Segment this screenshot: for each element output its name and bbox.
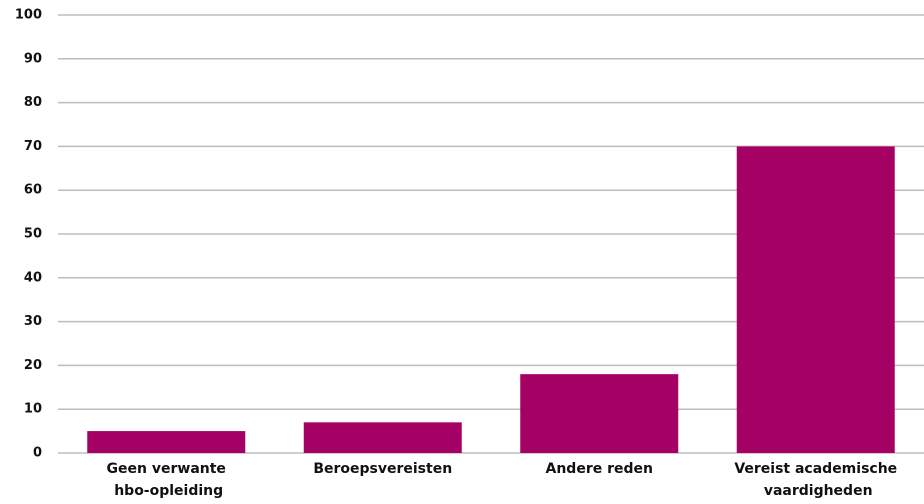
y-tick-label: 40 (24, 270, 42, 285)
y-tick-label: 80 (24, 95, 42, 110)
y-tick-label: 100 (15, 8, 42, 23)
y-tick-label: 60 (24, 183, 42, 198)
y-tick-label: 30 (24, 314, 42, 329)
bar (520, 374, 679, 453)
bar (736, 146, 895, 453)
y-tick-label: 70 (24, 139, 42, 154)
y-tick-label: 50 (24, 227, 42, 242)
x-tick-label: Geen verwante hbo-opleiding (107, 461, 226, 499)
bar (87, 431, 246, 453)
x-tick-label: Beroepsvereisten (313, 461, 452, 477)
y-tick-label: 90 (24, 51, 42, 66)
y-tick-label: 0 (33, 446, 42, 461)
y-tick-label: 20 (24, 358, 42, 373)
x-tick-label: Andere reden (546, 461, 653, 477)
bar (303, 422, 462, 453)
y-tick-label: 10 (24, 402, 42, 417)
x-tick-label: Vereist academische vaardigheden (734, 461, 897, 499)
